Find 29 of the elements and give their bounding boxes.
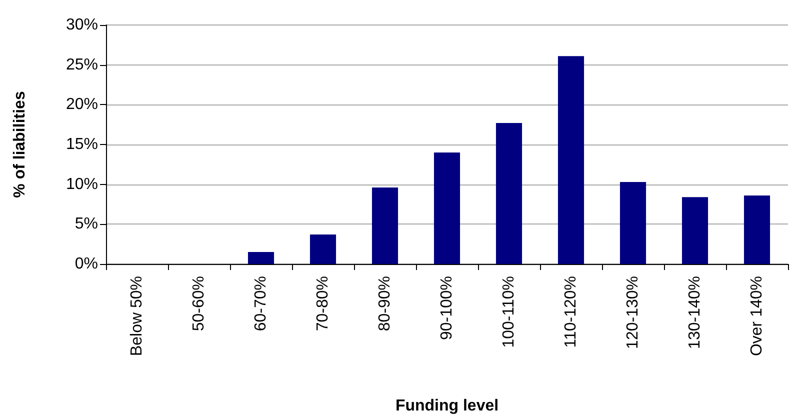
- y-tick-label: 5%: [74, 216, 98, 233]
- bar: [434, 152, 460, 264]
- x-tick-label: Below 50%: [128, 276, 146, 356]
- x-tick-label: 110-120%: [562, 276, 580, 348]
- bar: [682, 197, 708, 264]
- y-tick-label: 0%: [74, 256, 98, 272]
- x-tick-label: 90-100%: [438, 276, 456, 340]
- x-tick-label: 100-110%: [500, 276, 518, 348]
- bar: [496, 122, 522, 264]
- x-tick-label: 70-80%: [314, 276, 332, 332]
- x-tick-label: 50-60%: [190, 276, 208, 332]
- y-tick-label: 30%: [66, 16, 98, 34]
- y-tick-label: 10%: [66, 176, 98, 193]
- bar: [558, 56, 584, 264]
- x-tick-label: 80-90%: [376, 276, 394, 332]
- y-axis-title: % of liabilities: [12, 91, 28, 198]
- x-tick-label: Over 140%: [748, 276, 766, 356]
- x-tick-label: 60-70%: [252, 276, 270, 332]
- bar: [620, 182, 646, 264]
- bar: [248, 252, 274, 264]
- x-axis-title: Funding level: [395, 398, 499, 414]
- y-tick-label: 15%: [66, 136, 98, 153]
- x-tick-label: 120-130%: [624, 276, 642, 349]
- bar: [744, 195, 770, 264]
- y-tick-label: 20%: [66, 96, 98, 114]
- bar: [310, 234, 336, 264]
- y-tick-label: 25%: [66, 56, 98, 74]
- bar: [372, 188, 398, 264]
- x-tick-label: 130-140%: [686, 276, 704, 349]
